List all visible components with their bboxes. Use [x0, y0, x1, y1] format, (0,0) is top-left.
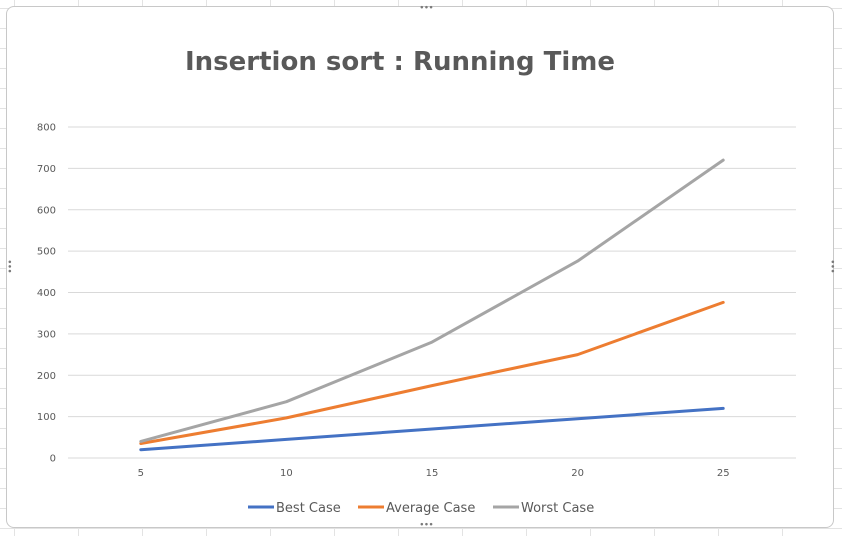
series-line-worst-case[interactable]: [139, 158, 725, 443]
y-tick-label: 300: [37, 329, 56, 340]
data-point[interactable]: [285, 400, 288, 403]
data-point[interactable]: [285, 416, 288, 419]
data-point[interactable]: [285, 438, 288, 441]
x-tick-label: 25: [717, 468, 730, 479]
resize-handle-right[interactable]: ∙∙∙: [827, 259, 837, 273]
data-point[interactable]: [576, 260, 579, 263]
y-tick-label: 400: [37, 288, 56, 299]
legend: Best Case Average Case Worst Case: [248, 501, 594, 516]
x-axis-ticks: 5 10 15 20 25: [138, 468, 730, 479]
y-tick-label: 500: [37, 247, 56, 258]
y-tick-label: 100: [37, 412, 56, 423]
legend-label: Best Case: [276, 501, 341, 516]
data-point[interactable]: [139, 448, 142, 451]
data-point[interactable]: [722, 159, 725, 162]
y-tick-label: 800: [37, 123, 56, 134]
series-lines: [139, 158, 725, 452]
series-line-best-case[interactable]: [139, 406, 725, 452]
y-axis-ticks: 0 100 200 300 400 500 600 700 800: [37, 123, 56, 465]
data-point[interactable]: [576, 417, 579, 420]
gridlines: [68, 126, 796, 459]
x-tick-label: 10: [280, 468, 293, 479]
data-point[interactable]: [431, 341, 434, 344]
series-line-average-case[interactable]: [139, 300, 725, 445]
data-point[interactable]: [722, 301, 725, 304]
legend-label: Average Case: [386, 501, 475, 516]
resize-handle-top[interactable]: ∙∙∙: [419, 3, 434, 13]
data-point[interactable]: [431, 428, 434, 431]
y-tick-label: 700: [37, 164, 56, 175]
resize-handle-left[interactable]: ∙∙∙: [4, 259, 14, 273]
y-tick-label: 0: [50, 454, 56, 465]
chart-title: Insertion sort : Running Time: [185, 47, 615, 77]
data-point[interactable]: [576, 353, 579, 356]
x-tick-label: 20: [571, 468, 584, 479]
legend-label: Worst Case: [521, 501, 594, 516]
y-tick-label: 600: [37, 205, 56, 216]
data-point[interactable]: [139, 440, 142, 443]
y-tick-label: 200: [37, 371, 56, 382]
x-tick-label: 5: [138, 468, 144, 479]
data-point[interactable]: [722, 407, 725, 410]
data-point[interactable]: [431, 384, 434, 387]
x-tick-label: 15: [426, 468, 439, 479]
resize-handle-bottom[interactable]: ∙∙∙: [419, 520, 434, 530]
